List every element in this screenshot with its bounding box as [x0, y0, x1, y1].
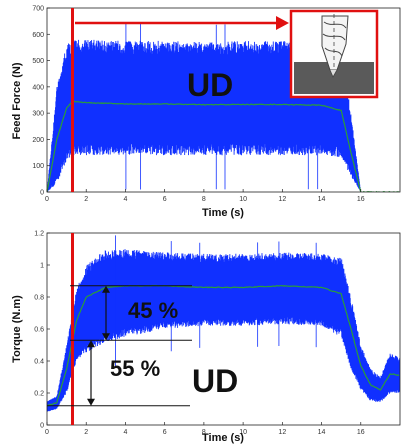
- x-tick-label: 12: [278, 429, 286, 436]
- y-tick-label: 400: [32, 84, 44, 91]
- x-tick-label: 0: [45, 196, 49, 203]
- x-tick-label: 4: [123, 429, 127, 436]
- x-tick-label: 12: [278, 196, 286, 203]
- feed-force-red-arrowhead: [276, 16, 289, 30]
- x-tick-label: 6: [163, 196, 167, 203]
- x-tick-label: 2: [84, 196, 88, 203]
- feed-force-y-axis-label: Feed Force (N): [11, 62, 23, 139]
- y-tick-label: 0.4: [34, 359, 44, 366]
- y-tick-label: 300: [32, 111, 44, 118]
- y-tick-label: 0.2: [34, 391, 44, 398]
- feed-force-mean-line: [47, 100, 400, 192]
- torque-level-lines: [47, 285, 192, 407]
- x-tick-label: 4: [123, 196, 127, 203]
- torque-y-axis-label: Torque (N.m): [11, 295, 23, 363]
- x-tick-label: 10: [239, 196, 247, 203]
- torque-panel: 0 2 4 6 8 10 12 14 16 0 0.2 0.4 0.6 0.8 1 1.2 45 % 55 …: [11, 231, 401, 444]
- y-tick-label: 0: [40, 423, 44, 430]
- x-tick-label: 2: [84, 429, 88, 436]
- torque-lower-percent-label: 55 %: [110, 356, 160, 381]
- torque-upper-percent-label: 45 %: [128, 298, 178, 323]
- torque-x-ticks: 0 2 4 6 8 10 12 14 16: [45, 422, 365, 436]
- x-tick-label: 14: [318, 196, 326, 203]
- torque-ud-label: UD: [192, 363, 238, 399]
- feed-force-ud-label: UD: [187, 67, 233, 103]
- y-tick-label: 100: [32, 163, 44, 170]
- y-tick-label: 0.6: [34, 327, 44, 334]
- y-tick-label: 0.8: [34, 295, 44, 302]
- torque-arrowhead-down: [102, 333, 110, 341]
- x-tick-label: 10: [239, 429, 247, 436]
- x-tick-label: 16: [357, 196, 365, 203]
- y-tick-label: 1: [40, 263, 44, 270]
- x-tick-label: 6: [163, 429, 167, 436]
- torque-x-axis-label: Time (s): [202, 432, 244, 444]
- torque-y-ticks: 0 0.2 0.4 0.6 0.8 1 1.2: [34, 231, 50, 430]
- x-tick-label: 8: [202, 196, 206, 203]
- torque-percentage-arrows: [87, 285, 110, 406]
- feed-force-axes-frame: [46, 7, 401, 193]
- x-tick-label: 16: [357, 429, 365, 436]
- x-tick-label: 0: [45, 429, 49, 436]
- feed-force-y-ticks: 0 100 200 300 400 500 600 700: [32, 6, 50, 197]
- torque-arrowhead-up: [102, 285, 110, 293]
- y-tick-label: 0: [40, 190, 44, 197]
- torque-arrowhead-up: [87, 340, 95, 348]
- torque-arrowhead-down: [87, 398, 95, 406]
- feed-force-x-ticks: 0 2 4 6 8 10 12 14 16: [45, 189, 365, 203]
- drill-inset-image: [289, 9, 379, 99]
- x-tick-label: 8: [202, 429, 206, 436]
- y-tick-label: 600: [32, 32, 44, 39]
- x-tick-label: 14: [318, 429, 326, 436]
- y-tick-label: 200: [32, 137, 44, 144]
- feed-force-x-axis-label: Time (s): [202, 207, 244, 219]
- y-tick-label: 500: [32, 58, 44, 65]
- y-tick-label: 700: [32, 6, 44, 13]
- y-tick-label: 1.2: [34, 231, 44, 238]
